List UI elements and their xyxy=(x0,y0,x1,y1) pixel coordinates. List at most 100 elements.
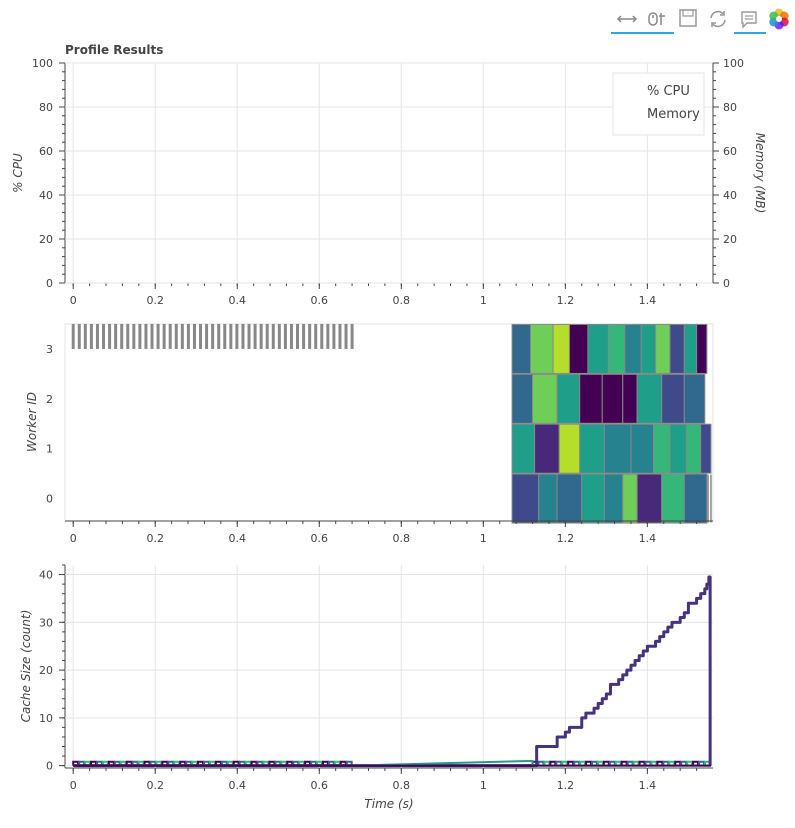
x-tick-label: 0.2 xyxy=(146,532,164,545)
idle-mark xyxy=(320,323,324,349)
cache-noise-step xyxy=(274,760,282,766)
cache-noise-step xyxy=(161,760,169,766)
cache-noise-step xyxy=(614,760,622,766)
cache-noise-step xyxy=(321,760,329,766)
task-bar xyxy=(640,323,657,374)
save-tool-button[interactable] xyxy=(673,6,705,34)
idle-mark xyxy=(211,323,215,349)
idle-mark xyxy=(150,323,154,349)
cache-noise-step xyxy=(638,760,646,766)
idle-mark xyxy=(344,323,348,349)
task-bar xyxy=(581,473,605,524)
cache-noise xyxy=(72,760,711,766)
task-bar xyxy=(655,323,671,374)
cache-noise-step xyxy=(602,760,610,766)
cache-noise-step xyxy=(561,760,569,766)
idle-mark xyxy=(114,323,118,349)
y-tick-label: 40 xyxy=(723,189,737,202)
cache-noise-step xyxy=(131,760,139,766)
cache-noise-step xyxy=(555,760,563,766)
cache-noise-step xyxy=(101,760,109,766)
cache-noise-step xyxy=(143,760,151,766)
y-tick-label: 80 xyxy=(39,101,53,114)
cache-noise-step xyxy=(656,760,664,766)
x-tick-label: 0 xyxy=(70,779,77,792)
idle-mark xyxy=(192,323,196,349)
cache-noise-step xyxy=(543,760,551,766)
cache-noise-step xyxy=(286,760,294,766)
x-tick-label: 0.6 xyxy=(311,532,329,545)
task-bar xyxy=(538,473,558,524)
idle-mark xyxy=(180,323,184,349)
idle-mark xyxy=(174,323,178,349)
task-bar xyxy=(669,423,687,474)
cache-noise-step xyxy=(680,760,688,766)
cache-noise-step xyxy=(78,760,86,766)
y-tick-label: 10 xyxy=(39,712,53,725)
active-indicator xyxy=(642,32,674,34)
cache-noise-step xyxy=(107,760,115,766)
y-axis: 0 10 20 30 40 xyxy=(39,564,66,773)
cache-noise-step xyxy=(232,760,240,766)
cache-noise-step xyxy=(310,760,317,766)
hover-tool-button[interactable] xyxy=(734,6,766,34)
x-tick-label: 1.2 xyxy=(557,779,575,792)
cache-noise-step xyxy=(626,760,634,766)
y-tick-label: 20 xyxy=(39,233,53,246)
idle-mark xyxy=(120,323,124,349)
cache-noise-step xyxy=(238,760,246,766)
cache-noise-step xyxy=(137,760,145,766)
x-axis: 0 0.2 0.4 0.6 0.8 1 1.2 1.4 xyxy=(65,520,713,545)
idle-mark xyxy=(205,323,209,349)
cache-noise-step xyxy=(316,760,323,766)
cache-noise-step xyxy=(668,760,676,766)
task-bar xyxy=(636,373,663,424)
bokeh-logo-icon xyxy=(769,8,789,30)
task-bar xyxy=(534,423,560,474)
idle-mark xyxy=(132,323,136,349)
y-axis-label: Cache Size (count) xyxy=(19,610,33,723)
cache-noise-step xyxy=(298,760,306,766)
cache-noise-step xyxy=(579,760,587,766)
task-bar xyxy=(636,473,663,524)
wheel-zoom-tool-button[interactable] xyxy=(642,6,674,34)
cache-noise-step xyxy=(155,760,163,766)
task-bar xyxy=(603,423,632,474)
box-zoom-tool-button[interactable] xyxy=(611,6,643,34)
x-tick-label: 0.4 xyxy=(229,532,247,545)
reset-tool-button[interactable] xyxy=(703,6,735,34)
x-tick-label: 1 xyxy=(480,779,487,792)
cache-noise-step xyxy=(304,760,312,766)
cache-noise-step xyxy=(686,760,694,766)
cache-noise-step xyxy=(173,760,181,766)
legend-entry: Memory xyxy=(647,107,700,122)
idle-mark xyxy=(338,323,342,349)
active-indicator xyxy=(734,32,766,34)
task-stream xyxy=(71,323,712,524)
task-bar xyxy=(556,473,583,524)
task-bar xyxy=(579,373,603,424)
cache-noise-step xyxy=(339,760,347,766)
x-tick-label: 0.4 xyxy=(229,779,247,792)
cache-noise-step xyxy=(197,760,205,766)
y-axis-label: % CPU xyxy=(11,153,25,193)
y-tick-label: 1 xyxy=(46,443,53,456)
idle-mark xyxy=(199,323,203,349)
idle-mark xyxy=(102,323,106,349)
x-tick-label: 0 xyxy=(70,532,77,545)
cache-noise-step xyxy=(203,760,210,766)
idle-mark xyxy=(332,323,336,349)
idle-mark xyxy=(83,323,87,349)
idle-mark xyxy=(241,323,245,349)
cache-noise-step xyxy=(345,760,353,766)
x-axis: 0 0.2 0.4 0.6 0.8 1 1.2 1.4 xyxy=(65,282,713,307)
task-bar xyxy=(622,373,638,424)
cache-noise-step xyxy=(585,760,592,766)
cache-noise-step xyxy=(280,760,288,766)
cache-noise-step xyxy=(125,760,133,766)
task-bar xyxy=(622,473,638,524)
cache-noise-step xyxy=(596,760,604,766)
bokeh-logo-link[interactable] xyxy=(765,6,793,34)
y-tick-label: 60 xyxy=(39,145,53,158)
task-bar xyxy=(683,323,698,374)
